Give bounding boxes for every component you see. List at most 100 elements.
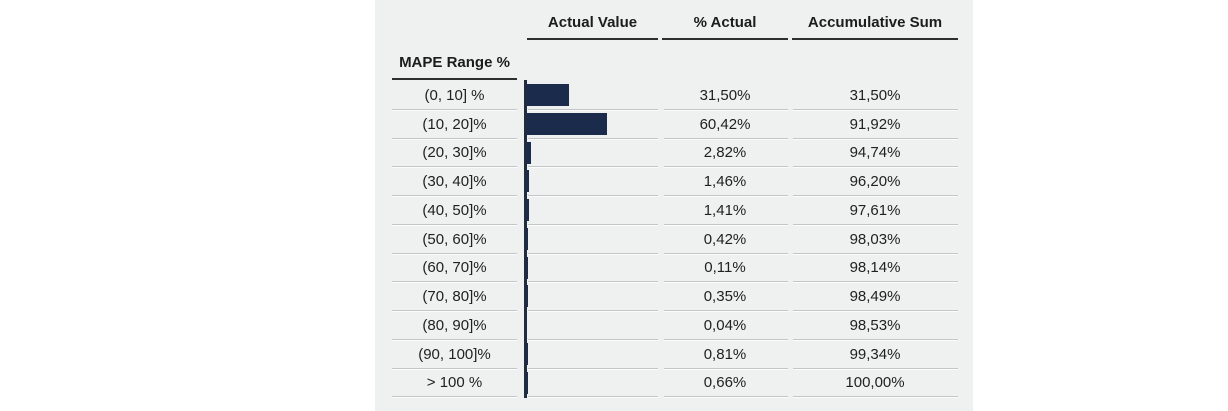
row-divider xyxy=(392,195,517,196)
row-divider xyxy=(793,338,958,340)
percent-actual-value: 1,46% xyxy=(703,173,747,191)
row-divider xyxy=(392,338,517,340)
row-divider xyxy=(392,252,517,254)
row-divider xyxy=(664,281,788,283)
row-divider xyxy=(528,166,658,168)
actual-value-bar xyxy=(527,342,529,365)
mape-range-label: (70, 80]% xyxy=(422,288,487,306)
percent-actual-value: 0,81% xyxy=(703,345,747,363)
percent-actual-value: 0,35% xyxy=(703,288,747,306)
mape-range-label: (10, 20]% xyxy=(422,115,487,133)
row-divider xyxy=(392,223,517,225)
table-row: (10, 20]% 60,42% 91,92% xyxy=(375,110,973,139)
accumulative-sum-value: 99,34% xyxy=(849,345,901,363)
table-row: (60, 70]% 0,11% 98,14% xyxy=(375,254,973,283)
row-divider xyxy=(793,108,958,110)
percent-actual-value: 0,11% xyxy=(704,259,746,277)
percent-actual-value: 1,41% xyxy=(703,201,747,219)
mape-range-label: (90, 100]% xyxy=(418,345,491,363)
mape-range-label: (30, 40]% xyxy=(422,173,487,191)
row-divider xyxy=(528,108,658,110)
column-header-percent-actual: % Actual xyxy=(662,6,788,40)
row-divider xyxy=(664,195,788,196)
actual-value-bar xyxy=(527,227,528,250)
mape-range-label: (50, 60]% xyxy=(422,230,487,248)
table-row: (70, 80]% 0,35% 98,49% xyxy=(375,282,973,311)
table-row: (90, 100]% 0,81% 99,34% xyxy=(375,340,973,369)
row-divider xyxy=(528,137,658,139)
row-divider xyxy=(793,137,958,139)
mape-range-label: (40, 50]% xyxy=(422,201,487,219)
row-divider xyxy=(528,396,658,398)
table-row: (50, 60]% 0,42% 98,03% xyxy=(375,225,973,254)
accumulative-sum-value: 98,49% xyxy=(849,288,901,306)
row-divider xyxy=(664,108,788,110)
actual-value-bar xyxy=(527,371,528,394)
mape-range-label: (0, 10] % xyxy=(424,86,485,104)
row-divider xyxy=(392,166,517,168)
row-divider xyxy=(392,396,517,398)
row-divider xyxy=(528,223,658,225)
accumulative-sum-value: 91,92% xyxy=(849,115,901,133)
actual-value-bar xyxy=(527,84,569,106)
row-divider xyxy=(664,223,788,225)
table-row: > 100 % 0,66% 100,00% xyxy=(375,369,973,398)
mape-range-label: (80, 90]% xyxy=(422,316,487,334)
mape-distribution-table: Actual Value % Actual Accumulative Sum M… xyxy=(375,0,973,411)
row-divider xyxy=(392,137,517,139)
accumulative-sum-value: 98,03% xyxy=(849,230,901,248)
column-header-accumulative-sum: Accumulative Sum xyxy=(792,6,958,40)
row-divider xyxy=(664,137,788,139)
table-body: (0, 10] % 31,50% 31,50% (10, 20]% 60,42%… xyxy=(375,81,973,398)
row-divider xyxy=(664,310,788,311)
bar-chart-axis-line xyxy=(524,80,527,398)
accumulative-sum-value: 98,14% xyxy=(849,259,901,277)
row-divider xyxy=(793,195,958,196)
table-row: (80, 90]% 0,04% 98,53% xyxy=(375,311,973,340)
row-divider xyxy=(664,338,788,340)
row-divider xyxy=(793,252,958,254)
row-divider xyxy=(528,252,658,254)
accumulative-sum-value: 94,74% xyxy=(849,144,901,162)
row-divider xyxy=(664,252,788,254)
row-divider xyxy=(392,367,517,369)
column-header-actual-value: Actual Value xyxy=(527,6,658,40)
percent-actual-value: 60,42% xyxy=(699,115,751,133)
row-divider xyxy=(793,281,958,283)
row-header-title-mape-range: MAPE Range % xyxy=(392,46,517,80)
actual-value-bar xyxy=(527,112,607,135)
row-divider xyxy=(528,367,658,369)
percent-actual-value: 0,42% xyxy=(703,230,747,248)
accumulative-sum-value: 98,53% xyxy=(849,316,901,334)
accumulative-sum-value: 97,61% xyxy=(849,201,901,219)
percent-actual-value: 0,66% xyxy=(703,374,747,392)
accumulative-sum-value: 96,20% xyxy=(849,173,901,191)
mape-range-label: (20, 30]% xyxy=(422,144,487,162)
row-divider xyxy=(793,396,958,398)
row-divider xyxy=(528,338,658,340)
actual-value-bar xyxy=(527,199,529,221)
table-row: (20, 30]% 2,82% 94,74% xyxy=(375,139,973,168)
row-divider xyxy=(793,367,958,369)
percent-actual-value: 0,04% xyxy=(703,316,747,334)
row-divider xyxy=(664,166,788,168)
actual-value-bar xyxy=(527,170,529,193)
table-row: (40, 50]% 1,41% 97,61% xyxy=(375,196,973,225)
mape-range-label: > 100 % xyxy=(426,374,483,392)
row-divider xyxy=(793,223,958,225)
table-row: (0, 10] % 31,50% 31,50% xyxy=(375,81,973,110)
row-divider xyxy=(392,281,517,283)
table-row: (30, 40]% 1,46% 96,20% xyxy=(375,167,973,196)
percent-actual-value: 31,50% xyxy=(699,86,751,104)
row-divider xyxy=(392,108,517,110)
row-divider xyxy=(528,281,658,283)
row-divider xyxy=(664,367,788,369)
actual-value-bar xyxy=(527,141,531,164)
row-divider xyxy=(528,195,658,196)
row-divider xyxy=(793,310,958,311)
accumulative-sum-value: 100,00% xyxy=(845,374,905,392)
row-divider xyxy=(793,166,958,168)
percent-actual-value: 2,82% xyxy=(703,144,747,162)
row-divider xyxy=(528,310,658,311)
